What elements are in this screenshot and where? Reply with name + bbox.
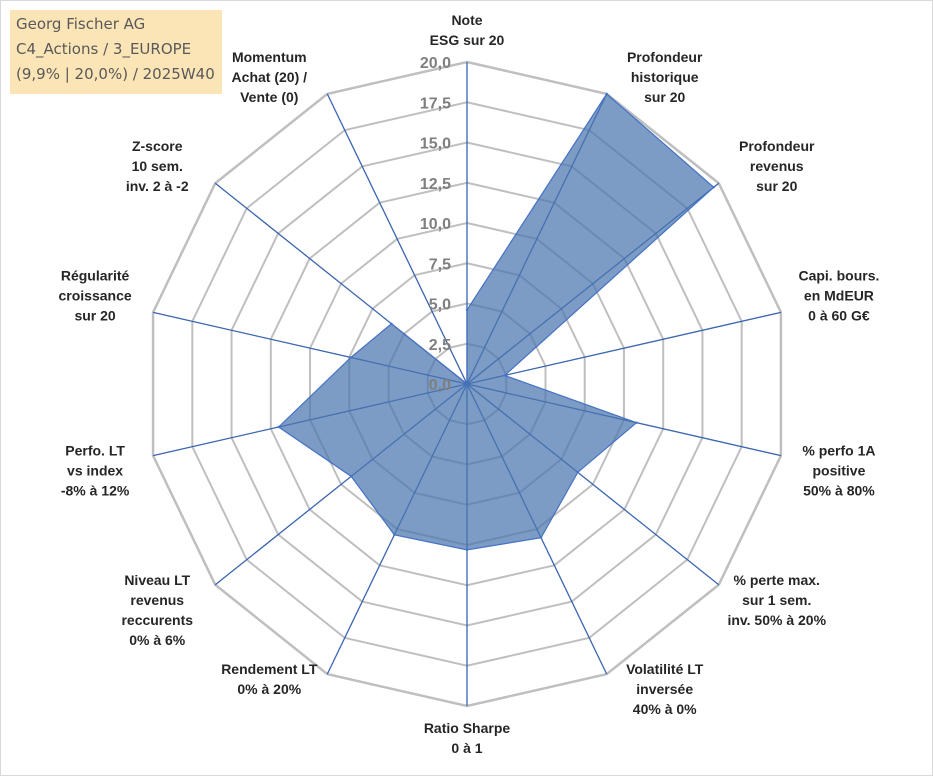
axis-label: Perfo. LT vs index -8% à 12% — [61, 443, 130, 499]
axis-spoke — [466, 311, 782, 385]
tick-label: 0,0 — [429, 377, 451, 394]
portfolio-category: C4_Actions / 3_EUROPE — [16, 40, 192, 58]
radial-tick-labels: 0,0 2,5 5,0 7,5 10,0 12,5 15,0 17,5 20,0 — [420, 55, 451, 394]
axis-label: Z-score 10 sem. inv. 2 à -2 — [126, 138, 189, 194]
axis-label: Régularité croissance sur 20 — [58, 267, 131, 323]
data-point — [465, 382, 469, 386]
data-point — [390, 322, 393, 325]
axis-label: Profondeur revenus sur 20 — [739, 138, 815, 194]
axis-label: Capi. bours. en MdEUR 0 à 60 G€ — [798, 267, 879, 323]
tick-label: 5,0 — [429, 297, 451, 314]
axis-label: Momentum Achat (20) / Vente (0) — [232, 49, 308, 105]
range-and-week: (9,9% | 20,0%) / 2025W40 — [16, 65, 215, 83]
axis-label: Profondeur historique sur 20 — [627, 49, 703, 105]
data-point — [465, 308, 469, 312]
tick-label: 15,0 — [420, 136, 451, 153]
data-point — [539, 536, 543, 539]
data-point — [277, 425, 280, 429]
tick-label: 7,5 — [429, 256, 451, 273]
axis-label: Niveau LT revenus reccurents 0% à 6% — [121, 572, 193, 648]
axis-label: % perte max. sur 1 sem. inv. 50% à 20% — [727, 572, 826, 628]
data-point — [605, 92, 608, 96]
axis-spoke — [326, 93, 468, 385]
info-box: Georg Fischer AG C4_Actions / 3_EUROPE (… — [10, 10, 222, 94]
company-name: Georg Fischer AG — [16, 15, 146, 33]
radar-series — [277, 92, 715, 552]
axis-label: Volatilité LT inversée 40% à 0% — [626, 661, 704, 717]
data-point — [503, 374, 506, 377]
data-point — [712, 186, 715, 189]
tick-label: 10,0 — [420, 216, 451, 233]
data-point — [349, 356, 353, 359]
tick-label: 20,0 — [420, 55, 451, 72]
tick-label: 17,5 — [420, 95, 451, 112]
axis-label: Rendement LT 0% à 20% — [221, 661, 318, 697]
tick-label: 2,5 — [429, 337, 451, 354]
data-point — [576, 471, 579, 474]
tick-label: 12,5 — [420, 176, 451, 193]
axis-label: Note ESG sur 20 — [430, 12, 505, 48]
data-point — [465, 548, 469, 552]
data-point — [635, 421, 638, 424]
axis-category-labels: Note ESG sur 20 Profondeur historique sur 20… — [58, 12, 879, 756]
axis-label: % perfo 1A positive 50% à 80% — [802, 443, 875, 499]
axis-label: Ratio Sharpe 0 à 1 — [424, 720, 511, 756]
data-point — [393, 533, 396, 537]
data-point — [349, 475, 353, 478]
